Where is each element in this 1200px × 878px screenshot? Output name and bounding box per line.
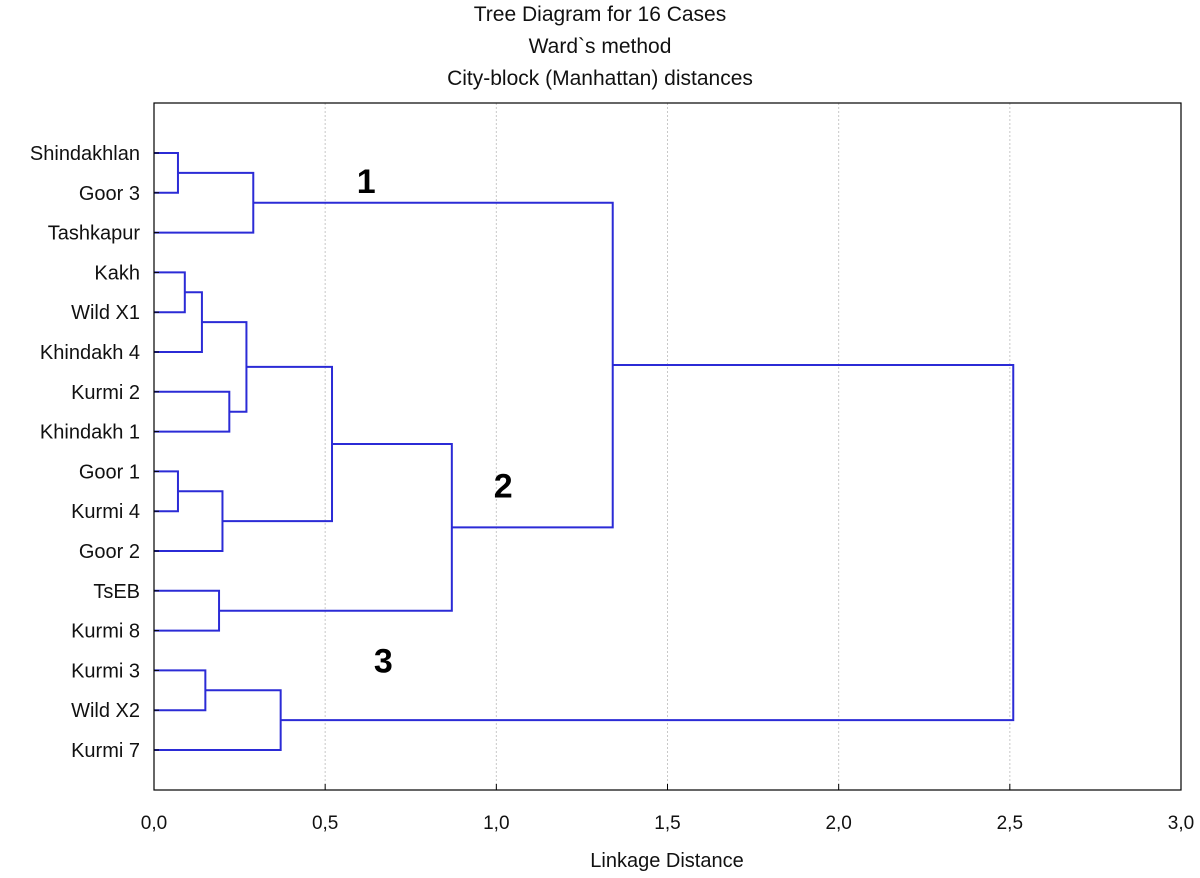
title-line-1: Tree Diagram for 16 Cases — [474, 3, 726, 26]
branch-G — [154, 470, 179, 513]
branch-J — [154, 589, 221, 632]
leaf-label-11: TsEB — [93, 581, 140, 603]
leaf-ticks — [154, 152, 159, 751]
leaf-label-14: Wild X2 — [71, 700, 140, 722]
leaf-labels: Shindakhlan Goor 3 Tashkapur Kakh Wild X1 Khi… — [30, 143, 140, 762]
branch-F — [201, 321, 248, 413]
leaf-label-6: Kurmi 2 — [71, 382, 140, 404]
leaf-label-15: Kurmi 7 — [71, 740, 140, 762]
branch-I — [222, 365, 334, 523]
leaf-label-4: Wild X1 — [71, 302, 140, 324]
cluster-label-2: 2 — [494, 467, 513, 505]
leaf-label-10: Goor 2 — [79, 541, 140, 563]
branch-B — [154, 171, 255, 234]
leaf-label-1: Goor 3 — [79, 183, 140, 205]
leaf-label-5: Khindakh 4 — [40, 342, 140, 364]
branch-H — [154, 490, 224, 552]
branch-L — [253, 201, 614, 529]
cluster-label-1: 1 — [357, 163, 376, 201]
branch-N — [154, 689, 282, 751]
leaf-label-2: Tashkapur — [48, 223, 141, 245]
x-tick-label-3: 1,5 — [654, 813, 680, 834]
cluster-label-3: 3 — [374, 642, 393, 680]
x-axis-ticks: 0,0 0,5 1,0 1,5 2,0 2,5 3,0 — [141, 784, 1194, 834]
branch-C — [154, 271, 186, 314]
branch-M — [154, 669, 207, 712]
leaf-label-9: Kurmi 4 — [71, 501, 140, 523]
branch-K — [219, 443, 453, 612]
plot-area-frame — [153, 102, 1182, 791]
leaf-label-7: Khindakh 1 — [40, 422, 140, 444]
x-tick-label-2: 1,0 — [483, 813, 509, 834]
leaf-label-3: Kakh — [94, 262, 140, 284]
gridlines — [324, 103, 1011, 790]
x-tick-label-4: 2,0 — [825, 813, 851, 834]
x-tick-label-5: 2,5 — [997, 813, 1023, 834]
title-line-2: Ward`s method — [529, 35, 672, 58]
dendrogram-branches — [154, 152, 1015, 751]
x-tick-label-0: 0,0 — [141, 813, 167, 834]
leaf-label-8: Goor 1 — [79, 461, 140, 483]
branch-D — [154, 291, 203, 353]
branch-A — [154, 152, 179, 194]
title-line-3: City-block (Manhattan) distances — [447, 67, 753, 90]
leaf-label-0: Shindakhlan — [30, 143, 140, 165]
leaf-label-12: Kurmi 8 — [71, 621, 140, 643]
chart-title: Tree Diagram for 16 Cases Ward`s method … — [447, 3, 753, 90]
x-tick-label-1: 0,5 — [312, 813, 338, 834]
branch-O — [280, 364, 1015, 722]
branch-E — [154, 390, 231, 433]
x-axis-title: Linkage Distance — [590, 850, 743, 872]
x-tick-label-6: 3,0 — [1168, 813, 1194, 834]
cluster-annotations: 1 2 3 — [357, 163, 513, 681]
leaf-label-13: Kurmi 3 — [71, 660, 140, 682]
